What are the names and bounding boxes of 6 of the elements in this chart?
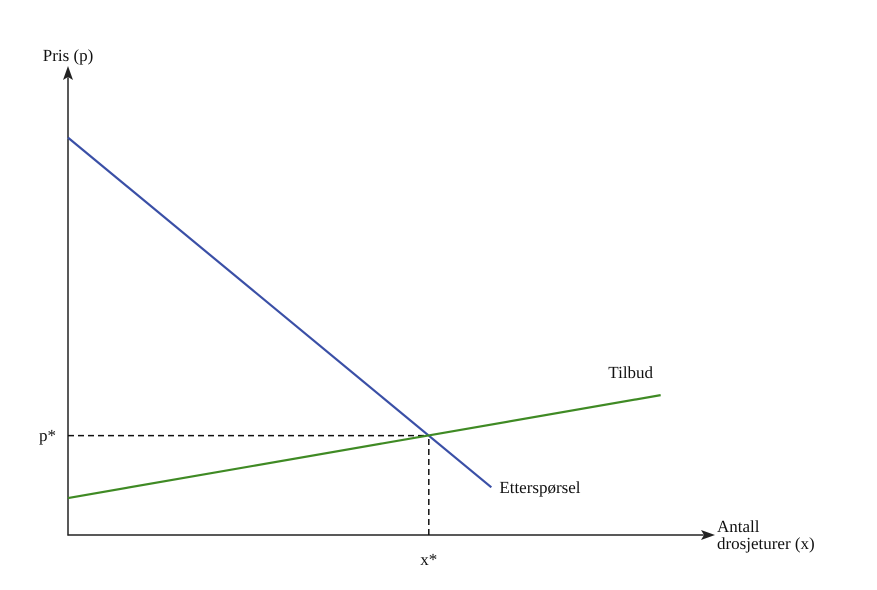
series-label: Etterspørsel (499, 478, 581, 497)
x-axis-title: Antall drosjeturer (x) (717, 517, 815, 553)
y-axis-title: Pris (p) (42, 46, 94, 65)
ref-line-label: p* (39, 426, 56, 446)
text: x* (420, 550, 438, 569)
series-label: Tilbud (608, 363, 654, 382)
